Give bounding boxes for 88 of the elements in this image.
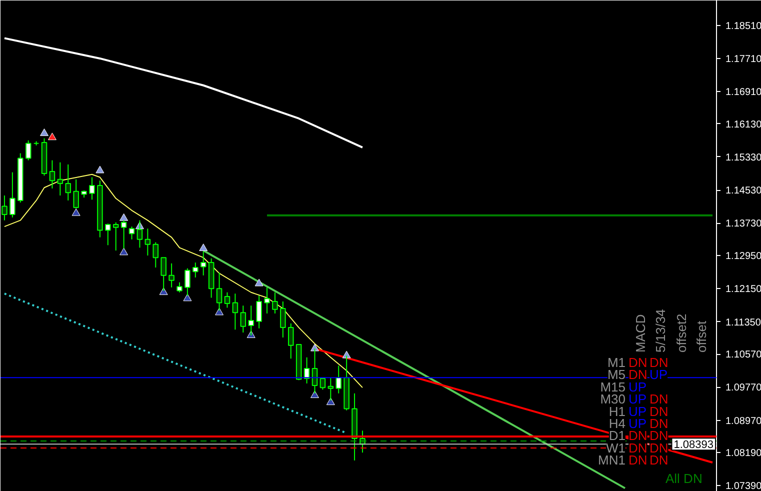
annotation: UP bbox=[628, 416, 647, 431]
y-tick-label: 1.15330 bbox=[726, 152, 761, 164]
annotation: D1 bbox=[608, 428, 626, 444]
point bbox=[96, 166, 104, 174]
annotation: DN bbox=[628, 367, 648, 382]
annotation: DN bbox=[650, 428, 668, 444]
y-tick-label: 1.07390 bbox=[726, 481, 761, 491]
candlestick bbox=[320, 377, 326, 390]
annotation: MACD bbox=[633, 314, 648, 352]
annotation: M5 bbox=[607, 367, 626, 382]
candlestick bbox=[168, 262, 174, 288]
annotation: H4 bbox=[608, 416, 626, 431]
point bbox=[120, 248, 128, 256]
annotation: W1 bbox=[606, 440, 626, 456]
annotation: MN1 bbox=[598, 452, 626, 468]
candlestick bbox=[224, 292, 230, 308]
point bbox=[159, 288, 168, 295]
candlestick bbox=[25, 140, 32, 161]
candlestick bbox=[152, 242, 159, 268]
line-series bbox=[3, 37, 364, 148]
annotation: DN bbox=[628, 355, 648, 370]
y-tick-label: 1.16130 bbox=[726, 119, 761, 130]
point bbox=[48, 132, 56, 140]
annotation: offset bbox=[694, 320, 709, 352]
candlestick bbox=[49, 160, 56, 189]
point bbox=[40, 128, 49, 136]
annotation: DN bbox=[650, 416, 668, 431]
y-tick-label: 1.11350 bbox=[726, 317, 761, 328]
line-series bbox=[4, 174, 363, 388]
annotation: UP bbox=[628, 392, 647, 407]
candlestick bbox=[105, 223, 111, 246]
candlestick bbox=[288, 322, 294, 360]
point bbox=[215, 308, 224, 316]
candlestick bbox=[112, 222, 119, 252]
point bbox=[326, 398, 335, 406]
candlestick bbox=[280, 300, 286, 338]
candlestick bbox=[57, 162, 64, 196]
y-tick-label: 1.08190 bbox=[726, 448, 761, 460]
annotation: UP bbox=[650, 367, 668, 382]
candlestick bbox=[264, 286, 270, 314]
point bbox=[120, 213, 128, 221]
candlestick bbox=[2, 194, 8, 221]
candlestick bbox=[272, 292, 278, 314]
annotation: H1 bbox=[608, 404, 626, 419]
candlestick bbox=[248, 305, 254, 336]
annotation: DN bbox=[650, 440, 668, 456]
point bbox=[183, 294, 192, 302]
y-tick-label: 1.17710 bbox=[726, 54, 761, 65]
annotation: M1 bbox=[607, 355, 626, 370]
candlestick bbox=[192, 262, 198, 278]
point bbox=[72, 208, 80, 216]
annotation: DN bbox=[628, 440, 648, 456]
point bbox=[254, 278, 264, 286]
candlestick bbox=[136, 220, 143, 248]
y-tick-label: 1.13730 bbox=[726, 218, 761, 230]
y-tick-label: 1.12150 bbox=[726, 284, 761, 296]
annotation: 5/13/34 bbox=[653, 309, 668, 352]
candlestick bbox=[232, 293, 238, 330]
annotation: M15 bbox=[600, 379, 626, 394]
candlestick bbox=[89, 176, 95, 200]
annotation: UP bbox=[628, 404, 647, 419]
annotation: offset2 bbox=[674, 314, 689, 352]
annotation: DN bbox=[628, 428, 648, 444]
y-tick-label: 1.14530 bbox=[726, 186, 761, 197]
candlestick bbox=[176, 282, 182, 293]
annotation: DN bbox=[650, 355, 668, 370]
y-tick-label: 1.10570 bbox=[726, 350, 761, 361]
y-tick-label: 1.16910 bbox=[726, 87, 761, 98]
point bbox=[199, 244, 208, 252]
candlestick bbox=[10, 172, 16, 218]
point bbox=[310, 390, 319, 398]
annotation: M30 bbox=[600, 392, 626, 407]
candlestick bbox=[256, 295, 262, 329]
annotation: All DN bbox=[666, 471, 702, 486]
point bbox=[310, 344, 319, 352]
annotation: UP bbox=[628, 379, 647, 394]
y-tick-label: 1.18510 bbox=[726, 20, 761, 32]
point bbox=[342, 350, 351, 358]
annotation: DN bbox=[628, 452, 648, 468]
candlestick bbox=[336, 365, 342, 394]
candlestick bbox=[144, 228, 151, 256]
candlestick bbox=[240, 305, 246, 334]
ref-line-label: 1.08393 bbox=[674, 439, 714, 452]
y-tick-label: 1.08970 bbox=[726, 416, 761, 427]
candlestick bbox=[65, 164, 72, 201]
y-tick-label: 1.09770 bbox=[726, 382, 761, 394]
y-tick-label: 1.12950 bbox=[726, 251, 761, 262]
annotation: DN bbox=[650, 452, 668, 468]
